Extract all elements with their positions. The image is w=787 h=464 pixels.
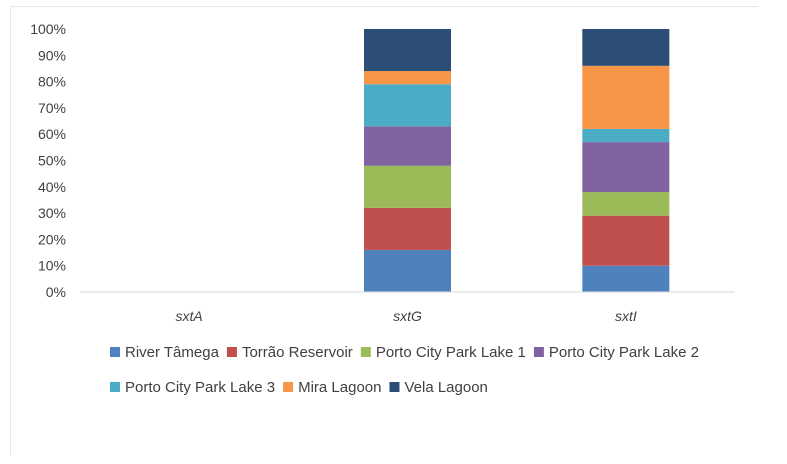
y-tick-label: 30% (38, 205, 66, 221)
bar-segment (364, 165, 451, 208)
legend: River Tâmega Torrão Reservoir Porto City P… (110, 344, 699, 396)
legend-label: Vela Lagoon (404, 379, 487, 396)
x-axis-categories: sxtA sxtG sxtI (176, 308, 637, 324)
y-axis-ticks: 0% 10% 20% 30% 40% 50% 60% 70% 80% 90% 100% (30, 21, 66, 300)
chart-frame (10, 6, 758, 456)
y-tick-label: 50% (38, 153, 66, 169)
bar-segment (364, 249, 451, 292)
legend-swatch (110, 382, 120, 392)
legend-label: River Tâmega (125, 344, 220, 361)
x-category-label: sxtG (393, 308, 422, 324)
y-tick-label: 20% (38, 231, 66, 247)
bar-segment (364, 84, 451, 127)
legend-swatch (226, 347, 237, 357)
legend-swatch (283, 382, 294, 392)
bar-segment (582, 192, 670, 216)
bar-segment (364, 207, 451, 250)
legend-label: Porto City Park Lake 2 (549, 344, 699, 361)
bar-segment (582, 215, 670, 266)
legend-label: Mira Lagoon (298, 379, 381, 396)
legend-swatch (389, 382, 400, 392)
legend-label: Porto City Park Lake 1 (376, 344, 526, 361)
legend-label: Porto City Park Lake 3 (125, 379, 275, 396)
bar-segment (582, 65, 670, 129)
y-tick-label: 70% (38, 100, 66, 116)
legend-swatch (110, 347, 120, 357)
bar-segment (364, 29, 451, 72)
y-tick-label: 100% (30, 21, 66, 37)
y-tick-label: 0% (46, 284, 66, 300)
x-category-label: sxtA (176, 308, 203, 324)
y-tick-label: 60% (38, 126, 66, 142)
bar-segment (582, 29, 670, 66)
bar-segment (364, 71, 451, 85)
x-category-label: sxtI (615, 308, 637, 324)
y-tick-label: 80% (38, 74, 66, 90)
y-tick-label: 40% (38, 179, 66, 195)
bar-segment (582, 265, 670, 292)
bars (364, 29, 670, 292)
bar-segment (582, 142, 670, 193)
bar-segment (364, 126, 451, 166)
y-tick-label: 90% (38, 47, 66, 63)
legend-label: Torrão Reservoir (242, 344, 353, 361)
legend-swatch (360, 347, 371, 357)
legend-swatch (533, 347, 544, 357)
y-tick-label: 10% (38, 258, 66, 274)
bar-segment (582, 128, 670, 143)
